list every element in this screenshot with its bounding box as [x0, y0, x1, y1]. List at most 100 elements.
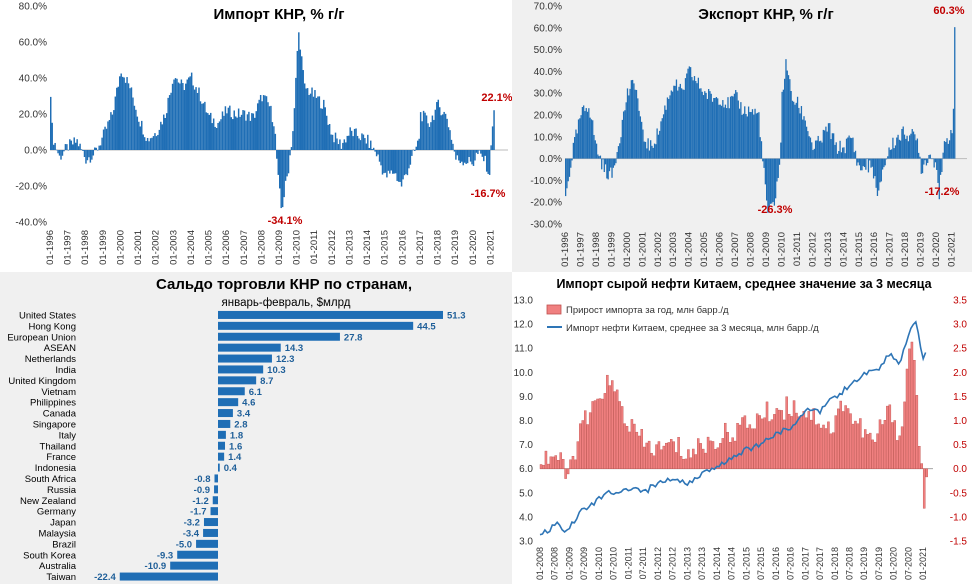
data-bar: [745, 114, 747, 159]
x-tick-label: 01-2016: [771, 547, 781, 580]
data-bar: [483, 150, 485, 162]
data-bar: [475, 150, 478, 153]
category-label: Netherlands: [25, 354, 76, 365]
data-bar: [670, 90, 672, 159]
china-imports-chart: Импорт КНР, % г/г -40.0% -20.0% 0.0% 20.0% 40…: [15, 2, 512, 265]
data-bar: [827, 123, 830, 159]
data-bar: [381, 150, 384, 175]
data-bar: [854, 150, 857, 159]
data-bar: [317, 96, 319, 150]
data-bar: [611, 380, 614, 469]
data-bar: [198, 87, 200, 150]
x-tick-label: 01-2018: [433, 230, 444, 265]
data-bar: [913, 360, 916, 469]
data-bar: [425, 115, 428, 150]
data-bar: [852, 137, 854, 159]
x-tick-label: 01-2013: [682, 547, 692, 580]
data-bar: [838, 151, 840, 159]
data-bar: [218, 343, 281, 352]
data-bar: [88, 150, 90, 158]
data-bar: [302, 70, 304, 150]
x-tick-label: 01-2013: [344, 230, 355, 265]
data-bar: [437, 99, 440, 150]
data-bar: [718, 104, 720, 159]
data-bar: [211, 123, 213, 150]
data-bar: [898, 435, 901, 469]
data-bar: [751, 109, 754, 159]
data-bar: [778, 409, 781, 469]
data-bar: [468, 150, 470, 158]
data-bar: [295, 77, 297, 150]
data-bar: [701, 448, 705, 469]
data-bar: [375, 150, 378, 157]
data-bar: [157, 134, 159, 150]
data-bar: [934, 158, 937, 163]
data-bar: [947, 143, 949, 159]
data-bar: [755, 413, 759, 469]
data-bar: [180, 79, 183, 150]
x-tick-label: 01-2013: [823, 232, 834, 267]
data-bar: [406, 150, 409, 176]
data-bar: [928, 155, 930, 159]
data-bar: [480, 150, 482, 154]
data-bar: [817, 423, 820, 469]
data-bar: [143, 137, 146, 150]
data-bar: [814, 140, 817, 159]
data-bar: [650, 452, 653, 469]
data-bar: [726, 108, 728, 159]
data-bar: [789, 79, 791, 159]
y-tick-label: 70.0%: [534, 2, 562, 13]
data-bar: [481, 150, 484, 157]
data-bar: [126, 77, 128, 150]
data-bar: [920, 158, 922, 174]
data-bar: [722, 100, 724, 159]
data-bar: [798, 107, 800, 159]
data-bar: [805, 126, 808, 159]
data-bar: [154, 133, 156, 150]
data-bar: [839, 140, 841, 159]
data-bar: [463, 150, 466, 163]
data-bar: [728, 442, 732, 469]
data-bar: [650, 140, 652, 159]
data-bar: [849, 413, 852, 469]
y-tick-label: 60.0%: [19, 38, 47, 49]
data-bar: [684, 78, 687, 159]
data-bar: [795, 102, 797, 159]
data-bar: [186, 79, 188, 150]
data-bar: [834, 144, 836, 159]
data-bar: [645, 442, 648, 469]
data-bar: [577, 119, 580, 159]
x-tick-label: 01-2009: [564, 547, 574, 580]
data-bar: [462, 150, 464, 166]
data-bar: [936, 158, 938, 170]
data-bar: [80, 149, 83, 150]
data-bar: [117, 86, 119, 150]
data-bar: [430, 122, 432, 150]
data-bar: [433, 119, 435, 150]
data-bar: [466, 150, 469, 164]
data-bar: [374, 150, 376, 152]
data-bar: [924, 158, 926, 161]
data-bar: [881, 158, 884, 170]
x-tick-label: 07-2015: [756, 547, 766, 580]
x-tick-label: 07-2008: [550, 547, 560, 580]
data-label: 3.4: [237, 409, 251, 420]
data-bar: [590, 119, 593, 159]
data-bar: [748, 424, 752, 469]
category-label: New Zealand: [20, 496, 76, 507]
data-bar: [719, 443, 722, 469]
y-tick-label: -30.0%: [530, 220, 562, 231]
data-bar: [436, 102, 438, 150]
x-tick-label: 01-2003: [668, 232, 679, 267]
data-bar: [678, 86, 680, 159]
data-bar: [444, 113, 447, 150]
data-bar: [566, 468, 570, 475]
data-bar: [471, 150, 473, 165]
data-bar: [371, 149, 373, 150]
data-bar: [763, 417, 766, 469]
category-label: Thailand: [40, 441, 76, 452]
y2-tick-label: 3.0: [953, 320, 967, 331]
y-tick-label: 11.0: [514, 344, 533, 355]
data-bar: [384, 150, 387, 173]
data-bar: [346, 135, 348, 150]
